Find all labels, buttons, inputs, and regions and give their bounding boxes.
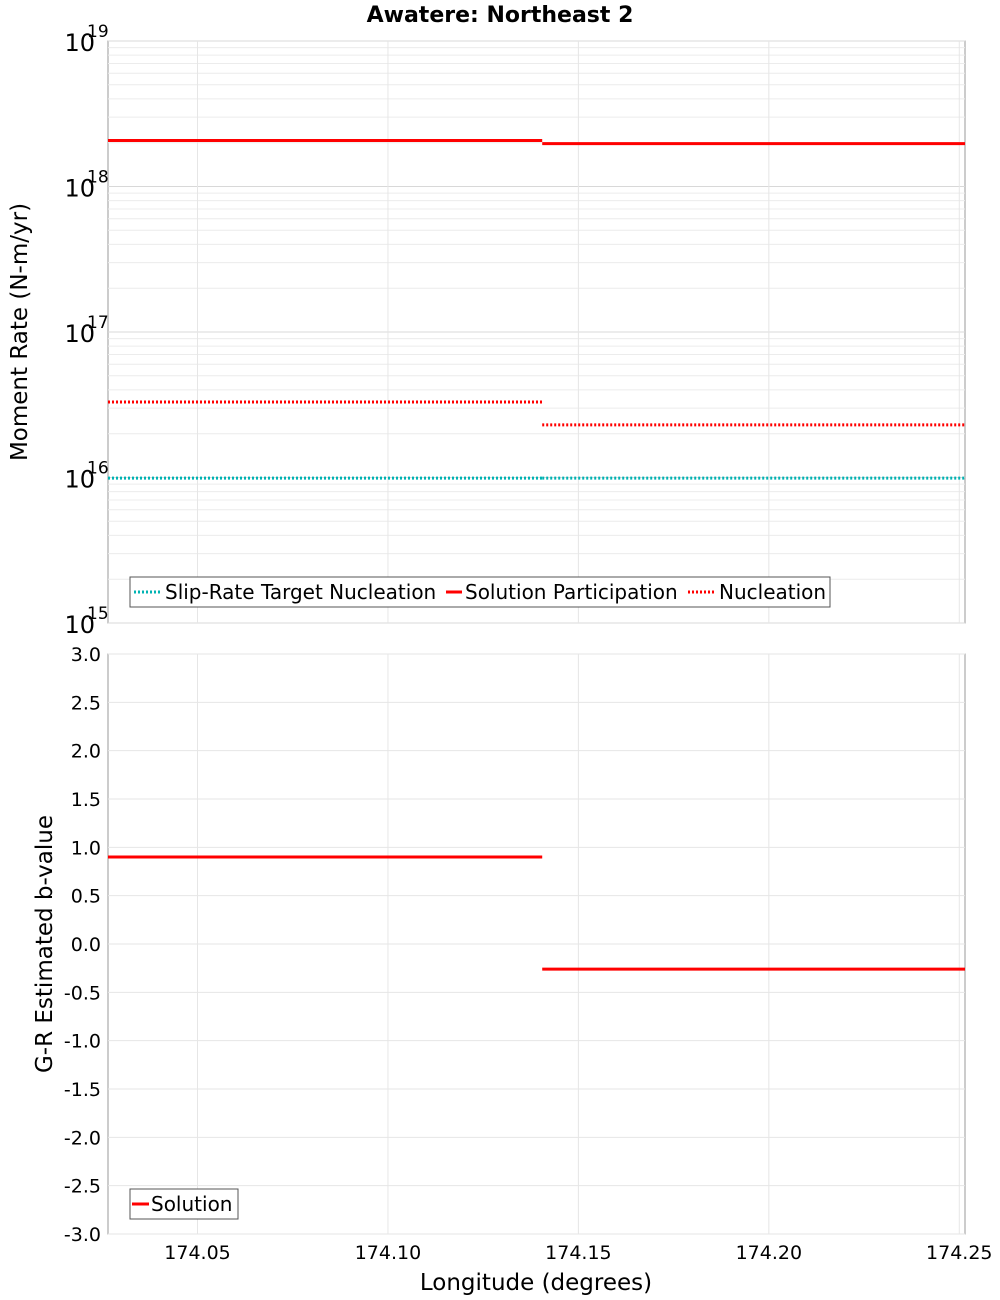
bottom-vertical-grid [197,654,960,1234]
bottom-y-tick-label: 1.5 [71,789,101,811]
bottom-x-tick-labels: 174.05 174.10 174.15 174.20 174.25 [164,1242,992,1264]
x-tick-label: 174.15 [545,1242,611,1264]
y-tick-base: 10 [64,320,95,348]
x-axis-label: Longitude (degrees) [420,1270,652,1296]
bottom-y-tick-label: 0.5 [71,886,101,908]
bottom-y-tick-label: 1.0 [71,837,101,859]
chart-title: Awatere: Northeast 2 [367,3,634,28]
bottom-y-tick-labels: 3.0 2.5 2.0 1.5 1.0 0.5 0.0 -0.5 -1.0 -1.5 -2.0 -2.… [64,644,101,1246]
y-tick-exponent: 17 [87,313,109,333]
y-tick-base: 10 [64,466,95,494]
y-tick-exponent: 18 [87,168,109,188]
bottom-horizontal-grid [108,653,965,1235]
top-legend: Slip-Rate Target Nucleation Solution Par… [129,576,831,608]
y-tick-base: 10 [64,175,95,203]
bottom-y-tick-label: 3.0 [71,644,101,666]
bottom-y-tick-label: -2.5 [64,1176,101,1198]
bottom-y-axis-label: G-R Estimated b-value [32,815,58,1073]
bottom-y-tick-label: 2.0 [71,741,101,763]
bottom-y-tick-label: -1.0 [64,1031,101,1053]
bottom-y-tick-label: -2.0 [64,1127,101,1149]
x-tick-label: 174.25 [926,1242,992,1264]
x-tick-label: 174.20 [736,1242,802,1264]
y-tick-base: 10 [64,29,95,57]
legend-label-solution-participation: Solution Participation [465,580,678,604]
bottom-legend: Solution [129,1188,239,1220]
legend-label-solution: Solution [151,1192,232,1216]
legend-label-slip-rate-target: Slip-Rate Target Nucleation [165,580,436,604]
y-tick-exponent: 15 [87,604,109,624]
bottom-series [108,855,965,971]
bottom-panel: 3.0 2.5 2.0 1.5 1.0 0.5 0.0 -0.5 -1.0 -1.5 -2.0 -2.… [32,644,993,1296]
y-tick-base: 10 [64,611,95,639]
y-tick-exponent: 19 [87,22,109,42]
bottom-y-tick-label: -0.5 [64,982,101,1004]
y-tick-exponent: 16 [87,459,109,479]
top-series [108,139,965,480]
top-vertical-grid [197,41,960,623]
x-tick-label: 174.10 [355,1242,421,1264]
bottom-y-tick-label: 0.0 [71,934,101,956]
bottom-y-tick-label: -1.5 [64,1079,101,1101]
top-y-axis-label: Moment Rate (N-m/yr) [7,203,33,461]
bottom-y-tick-label: -3.0 [64,1224,101,1246]
x-tick-label: 174.05 [164,1242,230,1264]
bottom-y-tick-label: 2.5 [71,692,101,714]
legend-label-nucleation: Nucleation [719,580,826,604]
